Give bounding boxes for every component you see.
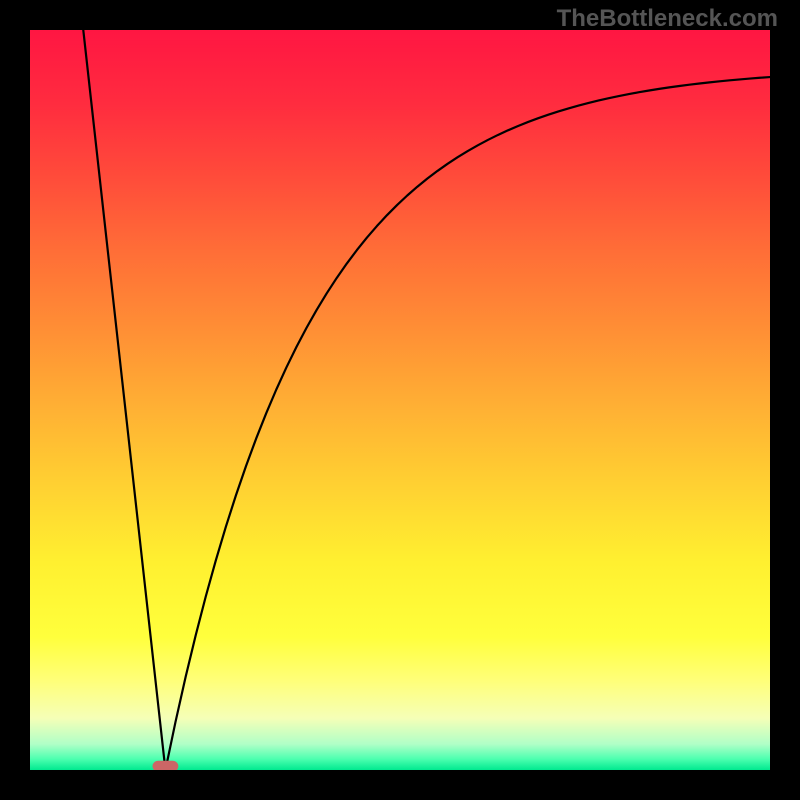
minimum-marker <box>152 761 178 770</box>
plot-svg <box>30 30 770 770</box>
plot-area <box>30 30 770 770</box>
watermark-label: TheBottleneck.com <box>557 5 778 33</box>
chart-canvas: TheBottleneck.com <box>0 0 800 800</box>
